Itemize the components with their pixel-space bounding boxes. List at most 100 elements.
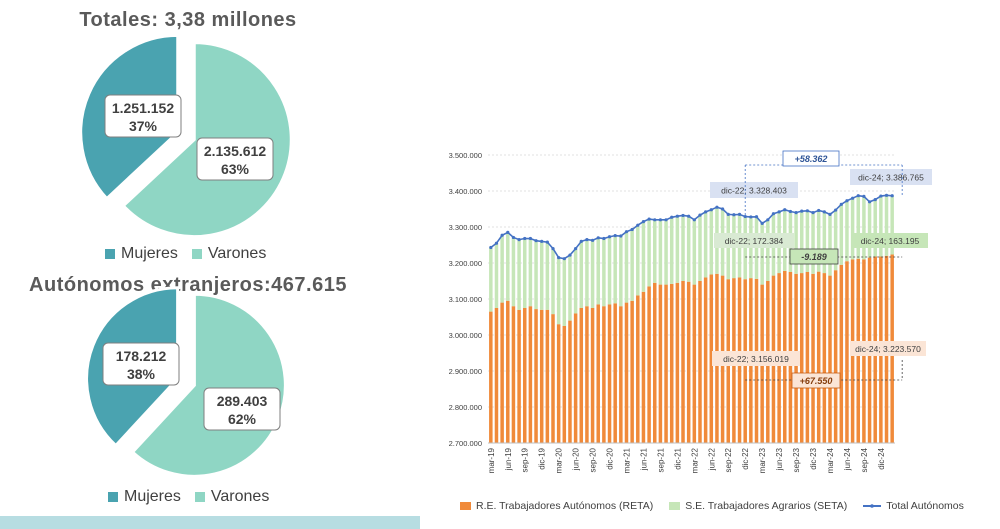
y-tick-label: 3.000.000 [449, 331, 482, 340]
legend-label: Varones [207, 245, 267, 262]
pie-data-label-varones: 2.135.612 63% [196, 137, 274, 181]
point-total [783, 208, 787, 212]
x-tick-label: sep-24 [860, 447, 869, 472]
point-total [585, 238, 589, 242]
bar-reta [528, 306, 533, 443]
point-total [562, 257, 566, 261]
pie-label-value: 289.403 [217, 393, 268, 409]
bar-seta [613, 235, 617, 304]
bar-reta [573, 313, 578, 443]
point-total [574, 247, 578, 251]
bar-seta [596, 237, 600, 305]
legend-label: Mujeres [121, 245, 178, 262]
x-tick-label: mar-22 [690, 447, 699, 473]
y-tick-label: 3.500.000 [449, 151, 482, 160]
point-total [879, 194, 883, 198]
annotation-seta-dic22-text: dic-22; 172.384 [725, 236, 784, 246]
x-tick-label: dic-19 [538, 447, 547, 469]
annotation-reta-dic24-box [850, 341, 926, 356]
pie-label-box [102, 342, 180, 386]
bar-reta [816, 271, 821, 443]
point-total [568, 253, 572, 257]
legend-swatch-varones [191, 249, 202, 259]
bar-seta [506, 232, 510, 301]
bar-seta [698, 215, 702, 281]
point-total [817, 208, 821, 213]
bar-reta [709, 274, 714, 443]
legend-item-total: Total Autónomos [863, 500, 964, 512]
point-total [500, 233, 504, 237]
bar-seta [511, 237, 516, 307]
bar-seta [760, 223, 764, 285]
y-tick-label: 3.200.000 [449, 259, 482, 268]
annotation-reta-dic24: dic-24; 3.223.570 [850, 341, 926, 356]
bar-reta [647, 286, 651, 443]
x-tick-label: dic-20 [606, 447, 615, 469]
point-total [624, 230, 629, 234]
bar-seta [873, 199, 877, 257]
pie-label-pct: 37% [129, 118, 158, 134]
x-tick-label: jun-19 [504, 447, 513, 471]
legend-swatch-seta [669, 502, 681, 510]
annotation-seta-dic22-box [714, 233, 794, 248]
point-total [856, 194, 860, 198]
bar-reta [522, 308, 527, 443]
point-total [590, 238, 595, 242]
bar-reta [579, 308, 584, 443]
bar-reta [551, 314, 555, 443]
bar-seta [494, 243, 499, 308]
point-total [670, 215, 674, 219]
point-total [698, 213, 702, 217]
bar-seta [579, 241, 584, 308]
bar-reta [653, 282, 657, 443]
pie-charts-area: 1.251.152 37% 2.135.612 63% 178.212 38% 289.40… [79, 33, 293, 478]
point-total [489, 245, 493, 250]
bar-reta [545, 309, 550, 443]
bar-seta [636, 225, 640, 296]
bar-seta [850, 198, 855, 260]
bar-reta [822, 273, 827, 443]
bar-seta [624, 231, 629, 303]
bar-seta [703, 211, 708, 278]
legend-label: S.E. Trabajadores Agrarios (SETA) [685, 500, 848, 512]
point-total [596, 236, 600, 240]
bar-reta [556, 324, 561, 443]
annotation-seta-diff: -9.189 [789, 248, 839, 265]
legend-item-seta: S.E. Trabajadores Agrarios (SETA) [669, 500, 847, 512]
legend-item-mujeres: Mujeres [108, 488, 181, 506]
bar-seta [522, 238, 527, 308]
bar-seta [573, 248, 578, 314]
bar-seta [805, 210, 810, 272]
bar-reta [489, 311, 493, 443]
bar-reta [664, 284, 668, 443]
point-total [851, 196, 855, 200]
point-total [890, 194, 894, 198]
point-total [788, 209, 793, 214]
x-tick-label: jun-21 [639, 447, 648, 471]
annotation-reta-dic22-text: dic-22; 3.156.019 [723, 354, 789, 364]
bar-seta [884, 195, 889, 256]
legend-swatch-varones [194, 492, 205, 502]
point-total [534, 239, 538, 243]
x-tick-label: sep-20 [589, 447, 598, 472]
pie-label-value: 1.251.152 [112, 100, 174, 116]
bar-seta [681, 215, 685, 281]
bar-seta [692, 219, 697, 285]
bar-reta [692, 284, 697, 443]
bar-reta [636, 295, 640, 443]
bar-reta [494, 308, 499, 443]
pie-label-box [104, 94, 182, 138]
annotation-total-dic22-text: dic-22; 3.328.403 [721, 186, 787, 196]
pie-label-pct: 63% [221, 161, 250, 177]
bar-seta [856, 195, 861, 259]
point-total [517, 238, 521, 242]
annotation-total-diff: +58.362 [782, 150, 840, 167]
x-tick-label: dic-23 [809, 447, 818, 469]
legend-item-reta: R.E. Trabajadores Autónomos (RETA) [460, 500, 653, 512]
point-total [800, 209, 804, 213]
point-total [884, 193, 889, 197]
bar-seta [568, 255, 572, 321]
bar-seta [602, 238, 606, 307]
bar-seta [500, 235, 504, 303]
legend-item-varones: Varones [191, 245, 267, 263]
